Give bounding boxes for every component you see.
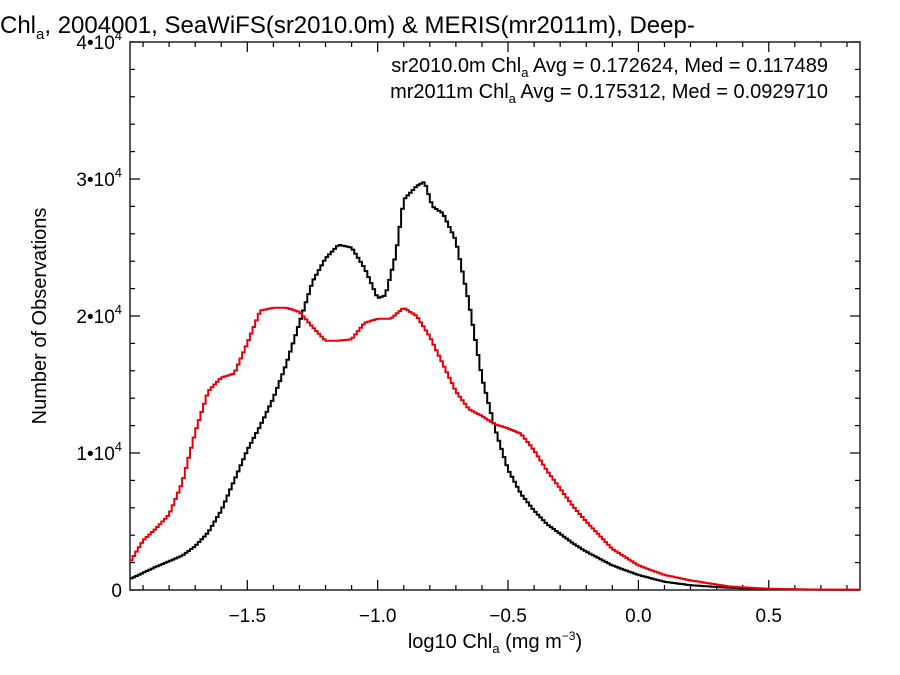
x-axis-label: log10 Chla (mg m−3) bbox=[408, 629, 582, 656]
title-part-1: a bbox=[36, 26, 45, 43]
y-tick-label: 3•104 bbox=[76, 165, 122, 191]
title-part-2: , 2004001, SeaWiFS(sr2010.0m) & MERIS(mr… bbox=[44, 12, 694, 39]
legend-entry-mr2011: mr2011m Chla Avg = 0.175312, Med = 0.092… bbox=[390, 81, 828, 106]
y-tick-label: 0 bbox=[111, 581, 122, 602]
legend-1-part-0: mr2011m Chl bbox=[390, 81, 509, 103]
y-axis-tick-labels: 0 1•104 2•104 3•104 4•104 bbox=[76, 28, 122, 602]
y-axis-ticks bbox=[130, 41, 860, 591]
x-tick-label: −0.5 bbox=[489, 606, 527, 627]
x-tick-label: −1.5 bbox=[229, 606, 267, 627]
xlabel-part-1: a bbox=[492, 641, 500, 656]
x-axis-tick-labels: −1.5 −1.0 −0.5 0.0 0.5 bbox=[229, 606, 782, 627]
xlabel-part-0: log10 Chl bbox=[408, 631, 493, 653]
legend-1-part-1: a bbox=[509, 91, 517, 106]
legend-0-part-0: sr2010.0m Chl bbox=[391, 55, 521, 77]
x-tick-label: 0.0 bbox=[625, 606, 651, 627]
y-tick-label: 2•104 bbox=[76, 302, 122, 328]
xlabel-part-2: (mg m bbox=[500, 631, 562, 653]
legend-0-part-1: a bbox=[521, 65, 529, 80]
x-tick-label: −1.0 bbox=[359, 606, 397, 627]
series-line-mr2011 bbox=[130, 306, 860, 591]
xlabel-part-3: −3 bbox=[562, 629, 576, 643]
y-tick-label: 4•104 bbox=[76, 28, 122, 54]
xlabel-part-4: ) bbox=[575, 631, 582, 653]
legend-1-part-2: Avg = 0.175312, Med = 0.0929710 bbox=[516, 81, 828, 103]
chart-title: Chla, 2004001, SeaWiFS(sr2010.0m) & MERI… bbox=[0, 12, 695, 43]
plot-area bbox=[129, 41, 861, 591]
title-part-0: Chl bbox=[0, 12, 36, 39]
legend-entry-sr2010: sr2010.0m Chla Avg = 0.172624, Med = 0.1… bbox=[391, 55, 828, 80]
series-group bbox=[130, 181, 860, 591]
series-line-sr2010 bbox=[130, 181, 860, 591]
y-axis-label: Number of Observations bbox=[29, 208, 51, 425]
legend-0-part-2: Avg = 0.172624, Med = 0.117489 bbox=[528, 55, 828, 77]
x-axis-ticks bbox=[142, 42, 848, 590]
y-tick-label: 1•104 bbox=[76, 439, 122, 465]
x-tick-label: 0.5 bbox=[756, 606, 782, 627]
